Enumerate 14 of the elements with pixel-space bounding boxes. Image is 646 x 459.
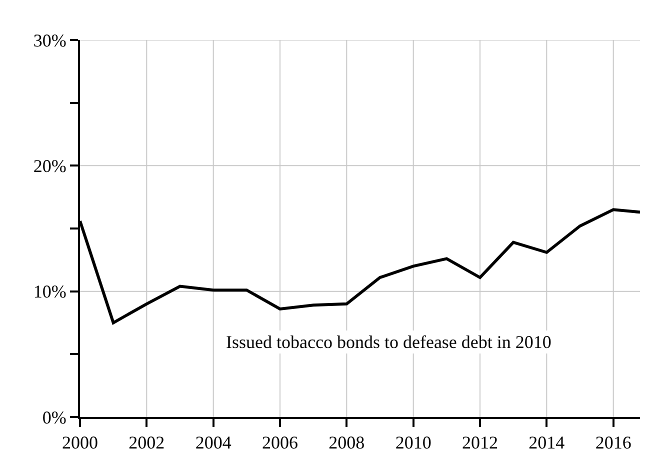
y-tick-label: 30% [33, 30, 66, 50]
x-tick-label: 2000 [62, 432, 98, 453]
x-tick-label: 2012 [462, 432, 498, 453]
x-tick-label: 2016 [595, 432, 632, 453]
y-tick-label: 20% [33, 156, 66, 176]
x-tick-label: 2006 [262, 432, 298, 453]
x-tick-label: 2010 [395, 432, 432, 453]
annotation: Issued tobacco bonds to defease debt in 2010 [226, 332, 552, 352]
x-tick-label: 2004 [195, 432, 232, 453]
x-tick-label: 2014 [528, 432, 565, 453]
x-tick-label: 2008 [328, 432, 365, 453]
y-tick-label: 0% [42, 407, 66, 428]
y-tick-label: 10% [33, 282, 66, 302]
x-tick-label: 2002 [128, 432, 165, 453]
